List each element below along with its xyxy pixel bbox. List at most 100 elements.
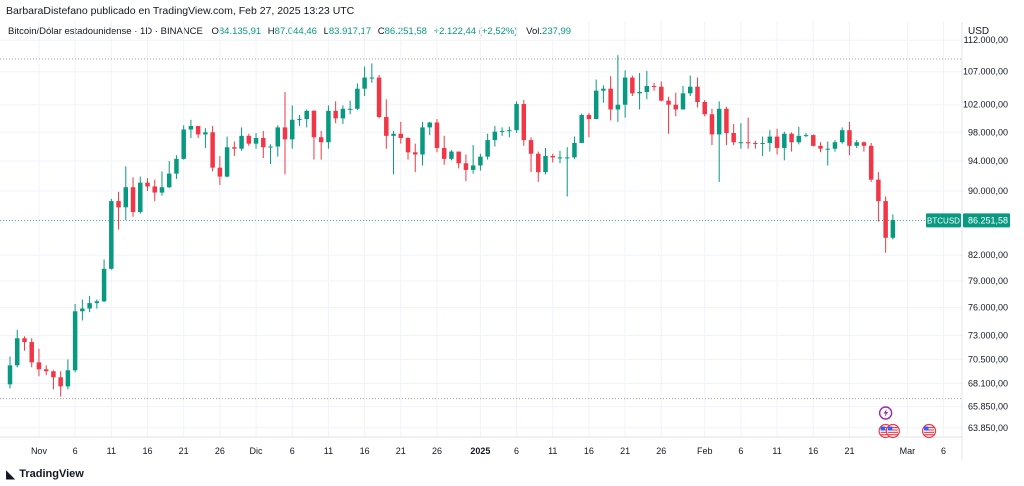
candle (449, 150, 454, 161)
candle-body (593, 90, 599, 120)
candle (427, 121, 432, 136)
candle (398, 121, 404, 144)
candle-body (188, 126, 194, 130)
candle-body (449, 151, 454, 159)
candle (789, 132, 794, 152)
time-tick-label: 11 (772, 446, 781, 456)
candle-body (847, 130, 852, 146)
candle (724, 106, 729, 146)
flag-stripe (887, 429, 898, 431)
candle-body (297, 119, 302, 121)
candle-body (87, 303, 92, 309)
candle-body (311, 110, 317, 138)
candle-body (666, 100, 671, 105)
candle (174, 155, 179, 179)
candle-body (362, 77, 367, 89)
candle (659, 81, 664, 102)
last-price-value: 86.251,58 (968, 215, 1008, 225)
candle-body (413, 152, 418, 155)
candle (268, 144, 273, 164)
time-axis: Nov 6 11 16 21 26 Dic 6 11 16 21 26 2025 6 11 16 21 26 Feb… (31, 446, 946, 456)
candle-body (326, 110, 331, 143)
candle-body (166, 173, 172, 188)
candle-body (825, 148, 830, 150)
flag-stripe (880, 427, 891, 429)
price-tick-label: 63.850,00 (968, 423, 1008, 433)
candle (593, 79, 599, 120)
candle (861, 141, 867, 152)
candle-body (195, 126, 201, 135)
flag-canton (924, 426, 929, 431)
candle-body (550, 155, 555, 158)
candle-body (116, 201, 121, 208)
candle (36, 348, 42, 377)
candle-body (130, 187, 136, 213)
candle (608, 76, 613, 121)
candle-body (782, 133, 787, 148)
candle (145, 178, 150, 192)
candle-body (224, 147, 230, 177)
candle-body (391, 133, 396, 136)
candle-body (138, 182, 143, 213)
candle-body (724, 108, 729, 134)
candle-body (65, 370, 71, 387)
candle-body (514, 104, 519, 131)
flag-stripe (924, 431, 935, 433)
candle (80, 299, 85, 321)
candle-body (673, 104, 679, 110)
candle-body (304, 110, 309, 120)
volume-value: 237,99 (542, 26, 572, 37)
candle (709, 108, 715, 146)
change-value: +2.122,44 (+2,52%) (433, 26, 518, 37)
candle (297, 114, 302, 127)
high-value: 87.044,46 (274, 26, 317, 37)
candle-body (43, 369, 49, 372)
last-price-symbol-box (926, 213, 961, 228)
candle (586, 112, 592, 138)
candle-body (405, 137, 411, 153)
flag-stripe (887, 434, 898, 436)
candle (666, 96, 671, 134)
candle (188, 119, 194, 138)
candle (825, 141, 830, 166)
candle (29, 338, 34, 368)
price-tick-label: 98.000,00 (968, 127, 1008, 137)
candle (890, 214, 896, 240)
time-tick-label: 11 (548, 446, 557, 456)
candle-body (688, 86, 693, 94)
candle-body (774, 136, 780, 148)
candle (384, 99, 389, 149)
candle-body (355, 88, 360, 109)
published-by: BarbaraDistefano publicado en TradingVie… (6, 5, 355, 17)
candle-body (789, 133, 794, 143)
candle (210, 126, 215, 172)
time-tick-label: 6 (738, 446, 743, 456)
low-value: 83.917,17 (328, 26, 372, 37)
symbol-title[interactable]: Bitcoin/Dólar estadounidense · 1D · BINA… (8, 26, 203, 37)
candle-body (463, 163, 469, 170)
candle (282, 91, 288, 175)
last-price-marker: BTCUSD 86.251,58 (926, 213, 1010, 228)
candle-body (622, 77, 628, 105)
candle-body (702, 102, 707, 115)
candle-body (731, 133, 736, 143)
flag-stripe (880, 429, 891, 431)
candle (116, 191, 121, 230)
candle-body (268, 146, 273, 148)
candle (87, 295, 92, 313)
candle-body (217, 167, 223, 177)
candle-body (745, 142, 751, 144)
candle (65, 359, 71, 390)
price-tick-label: 79.000,00 (968, 276, 1008, 286)
candle (369, 63, 375, 83)
currency-label[interactable]: USD (968, 26, 990, 37)
time-tick-label: 6 (514, 446, 519, 456)
candle-body (456, 151, 461, 164)
candle (123, 166, 129, 220)
candle-body (80, 308, 85, 312)
candle (521, 100, 527, 146)
candle-body (716, 108, 722, 135)
tradingview-brand[interactable]: ◣ TradingView (6, 467, 84, 481)
candle-body (159, 187, 165, 193)
